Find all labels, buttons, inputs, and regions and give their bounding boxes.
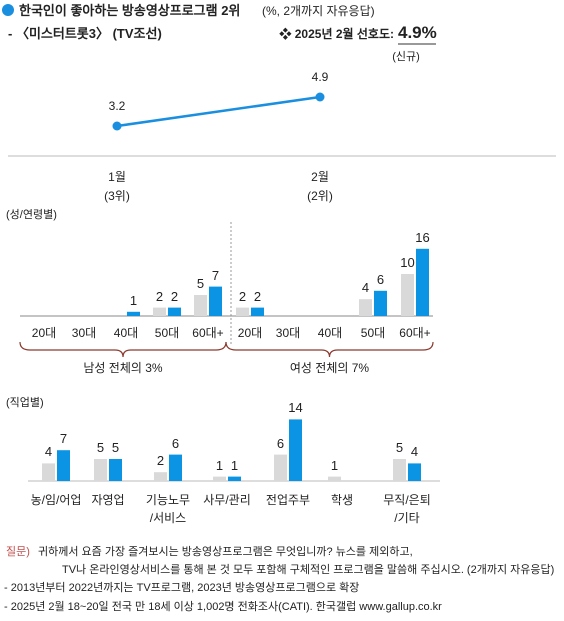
- value-label: 6: [376, 271, 385, 287]
- value-label: 4: [410, 444, 419, 460]
- value-label: 7: [59, 431, 68, 447]
- x-label: 무직/은퇴 /기타: [383, 493, 431, 525]
- value-label: 10: [400, 255, 415, 270]
- x-label: 2월: [311, 170, 329, 184]
- x-label: 50대: [360, 326, 386, 340]
- value-label: 1: [230, 457, 239, 473]
- bar: [154, 472, 167, 481]
- value-label: 4: [44, 444, 53, 460]
- status: (신규): [392, 51, 420, 63]
- value-label: 16: [415, 229, 430, 245]
- value-label: 4.9: [311, 70, 329, 84]
- x-label: 40대: [317, 326, 343, 340]
- x-label: 30대: [275, 326, 301, 340]
- bar: [57, 450, 70, 481]
- value-label: 7: [211, 267, 220, 283]
- x-label: 60대+: [192, 326, 224, 340]
- subtitle: (%, 2개까지 자유응답): [262, 4, 375, 18]
- bar: [416, 248, 429, 316]
- bar: [401, 274, 414, 316]
- x-label: 20대: [237, 326, 263, 340]
- brace: [19, 341, 227, 358]
- value-label: 2: [156, 453, 165, 469]
- question: TV나 온라인영상서비스를 통해 본 것 모두 포함해 구체적인 프로그램을 말…: [62, 564, 555, 576]
- value-label: 5: [111, 440, 120, 455]
- bar: [168, 307, 181, 316]
- bar: [94, 459, 107, 481]
- bar: [289, 419, 302, 481]
- rating-label: ❖ 2025년 2월 선호도:: [279, 27, 394, 41]
- x-label: 기능노무 /서비스: [145, 493, 191, 525]
- bar: [169, 454, 182, 481]
- bar: [359, 299, 372, 316]
- bar: [408, 463, 421, 481]
- x-label: 1월: [108, 170, 126, 184]
- value-label: 14: [288, 400, 303, 416]
- bar: [153, 307, 166, 316]
- x-label: 전업주부: [265, 493, 311, 507]
- value-label: 2: [238, 288, 247, 304]
- bar: [393, 459, 406, 481]
- value-label: 3.2: [108, 99, 126, 113]
- bar: [236, 307, 249, 316]
- point: [315, 92, 325, 102]
- bar: [213, 476, 226, 481]
- bar: [228, 476, 241, 481]
- bar: [274, 454, 287, 481]
- bar: [328, 476, 341, 481]
- value-label: 2: [155, 288, 164, 304]
- bullet: [2, 4, 14, 16]
- value-label: 5: [395, 440, 404, 455]
- value-label: 1: [215, 457, 224, 473]
- program: - 〈미스터트롯3〉 (TV조선): [8, 26, 162, 41]
- value-label: 6: [171, 435, 180, 451]
- bar: [127, 311, 140, 316]
- bar: [251, 307, 264, 316]
- point: [112, 121, 122, 131]
- group-label: 남성 전체의 3%: [83, 361, 163, 375]
- x-label: 사무/관리: [203, 493, 251, 507]
- value-label: 1: [129, 292, 138, 308]
- value-label: 6: [276, 435, 285, 451]
- x-label: 학생: [330, 493, 354, 507]
- x-label: 40대: [113, 326, 139, 340]
- note: - 2013년부터 2022년까지는 TV프로그램, 2023년 방송영상프로그…: [4, 582, 360, 594]
- bar: [109, 459, 122, 481]
- value-label: 5: [196, 276, 205, 291]
- x-label: 60대+: [399, 326, 431, 340]
- section-title: (성/연령별): [6, 209, 57, 221]
- bar: [209, 286, 222, 316]
- value-label: 1: [330, 457, 339, 473]
- line: [116, 95, 321, 128]
- bar: [374, 290, 387, 316]
- value-label: 2: [170, 288, 179, 304]
- group-label: 여성 전체의 7%: [289, 361, 370, 375]
- title: 한국인이 좋아하는 방송영상프로그램 2위: [19, 3, 241, 18]
- bar: [42, 463, 55, 481]
- rank-label: (3위): [104, 189, 130, 203]
- brace: [225, 341, 434, 358]
- rating: 4.9%: [398, 23, 437, 42]
- x-label: 20대: [31, 326, 57, 340]
- x-label: 30대: [71, 326, 97, 340]
- x-label: 자영업: [91, 493, 125, 507]
- rank-label: (2위): [307, 189, 333, 203]
- value-label: 4: [361, 280, 370, 296]
- section-title: (직업별): [6, 397, 44, 409]
- bar: [194, 295, 207, 316]
- x-label: 50대: [154, 326, 180, 340]
- value-label: 2: [253, 288, 262, 304]
- question-label: 질문): [6, 546, 30, 558]
- x-label: 농/임/어업: [30, 493, 82, 507]
- value-label: 5: [96, 440, 105, 455]
- question: 귀하께서 요즘 가장 즐겨보시는 방송영상프로그램은 무엇입니까? 뉴스를 제외…: [38, 546, 413, 558]
- note: - 2025년 2월 18~20일 전국 만 18세 이상 1,002명 전화조…: [4, 601, 442, 613]
